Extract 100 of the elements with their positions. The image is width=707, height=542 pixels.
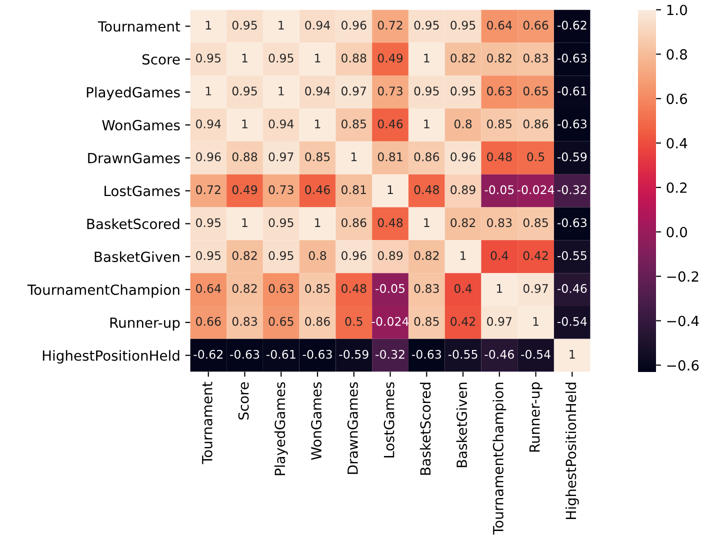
data-label: 0.65: [268, 316, 294, 326]
x-tick-label: DrawnGames: [347, 382, 358, 474]
data-label: 0.86: [342, 218, 366, 228]
data-label: -0.63: [302, 350, 332, 359]
data-label: 1: [424, 54, 430, 62]
data-label: -0.46: [484, 350, 514, 359]
data-label: 1: [460, 251, 466, 260]
data-label: 0.85: [523, 218, 548, 228]
y-tick-label: WonGames: [102, 120, 180, 130]
data-label: 0.65: [523, 86, 548, 96]
data-label: 1: [424, 218, 430, 227]
y-tick-label: Tournament: [98, 21, 180, 32]
data-label: 0.49: [232, 185, 258, 194]
data-label: 1: [424, 120, 430, 128]
x-tick-label: BasketGiven: [456, 382, 468, 468]
data-label: 1: [315, 120, 320, 128]
data-label: 1: [351, 152, 357, 162]
data-label: 0.64: [487, 20, 512, 30]
data-label: -0.32: [557, 185, 586, 194]
color-bar-label: 0.0: [666, 226, 687, 238]
data-label: 1: [206, 86, 212, 96]
data-label: 1: [278, 86, 284, 96]
color-bar-label: −0.2: [667, 271, 698, 282]
data-label: -0.54: [521, 350, 550, 359]
data-label: 1: [388, 185, 393, 194]
x-tick-label: LostGames: [384, 382, 394, 458]
data-label: 0.81: [378, 152, 402, 162]
data-label: 0.97: [523, 284, 548, 293]
data-label: -0.63: [412, 350, 441, 359]
data-label: 0.8: [454, 119, 472, 128]
data-label: 1: [533, 317, 538, 326]
data-label: 0.42: [523, 251, 548, 260]
data-label: 0.96: [342, 20, 366, 30]
data-label: 0.48: [342, 284, 366, 293]
data-label: -0.63: [230, 350, 260, 359]
color-bar-label: 0.8: [666, 49, 687, 60]
data-label: 0.89: [450, 185, 476, 194]
data-label: 1: [242, 120, 248, 128]
data-label: -0.63: [557, 54, 586, 63]
y-tick-label: LostGames: [104, 186, 180, 196]
data-label: 0.97: [268, 152, 294, 162]
data-label: 0.85: [414, 316, 439, 326]
data-label: -0.59: [557, 152, 587, 162]
data-label: 1: [570, 350, 575, 359]
data-label: 0.94: [196, 119, 221, 128]
data-label: 0.5: [345, 316, 362, 326]
data-label: 0.48: [487, 152, 512, 162]
data-label: 0.82: [450, 218, 475, 228]
y-tick-label: TournamentChampion: [27, 284, 180, 298]
data-label: 0.86: [305, 316, 330, 326]
data-label: -0.05: [376, 284, 405, 293]
data-label: 1: [315, 218, 320, 227]
data-label: 0.95: [414, 20, 439, 30]
data-label: -0.61: [266, 350, 296, 359]
data-label: 0.66: [196, 316, 221, 326]
data-label: -0.62: [557, 20, 586, 30]
data-label: 0.94: [305, 20, 330, 30]
data-label: 1: [496, 284, 502, 293]
data-label: 0.64: [196, 284, 221, 293]
x-tick-label: Score: [238, 382, 249, 420]
data-label: 0.82: [414, 251, 439, 260]
color-bar-label: 1.0: [667, 4, 687, 16]
x-tick-label: TournamentChampion: [492, 382, 506, 535]
data-label: 0.46: [305, 185, 330, 194]
data-label: 0.95: [196, 251, 220, 260]
x-tick-label: HighestPositionHeld: [565, 382, 579, 520]
data-label: 0.85: [487, 119, 512, 128]
data-label: -0.55: [448, 350, 478, 359]
data-label: 0.8: [308, 251, 326, 260]
x-tick-label: BasketScored: [420, 382, 431, 475]
data-label: 0.95: [232, 20, 257, 30]
data-label: 0.86: [523, 119, 548, 128]
data-label: 0.72: [378, 20, 402, 30]
data-label: 0.82: [232, 251, 257, 260]
data-label: 1: [278, 20, 284, 30]
data-label: 0.72: [196, 185, 220, 194]
data-label: 1: [315, 54, 320, 62]
data-label: 0.81: [342, 185, 366, 194]
data-label: 0.83: [487, 218, 512, 228]
data-label: 0.95: [196, 54, 220, 63]
data-label: -0.32: [376, 350, 404, 359]
data-label: 0.95: [414, 86, 439, 96]
data-label: -0.54: [557, 316, 587, 326]
data-label: 0.95: [232, 86, 257, 96]
y-tick-label: BasketGiven: [94, 251, 180, 262]
data-label: 1: [242, 54, 248, 62]
data-label: 0.94: [268, 119, 294, 128]
data-label: -0.59: [339, 350, 368, 359]
data-label: 0.4: [454, 284, 472, 293]
data-label: 0.5: [527, 152, 544, 162]
y-tick-label: BasketScored: [87, 218, 180, 230]
data-label: 0.95: [196, 218, 220, 228]
y-tick-label: PlayedGames: [86, 86, 180, 100]
y-tick-label: Score: [142, 54, 180, 65]
data-label: -0.55: [557, 251, 586, 260]
data-label: -0.62: [194, 350, 222, 359]
color-bar-label: −0.4: [667, 316, 699, 326]
data-label: 0.73: [268, 185, 294, 194]
data-label: 0.83: [414, 284, 439, 293]
data-label: 0.46: [378, 119, 403, 128]
